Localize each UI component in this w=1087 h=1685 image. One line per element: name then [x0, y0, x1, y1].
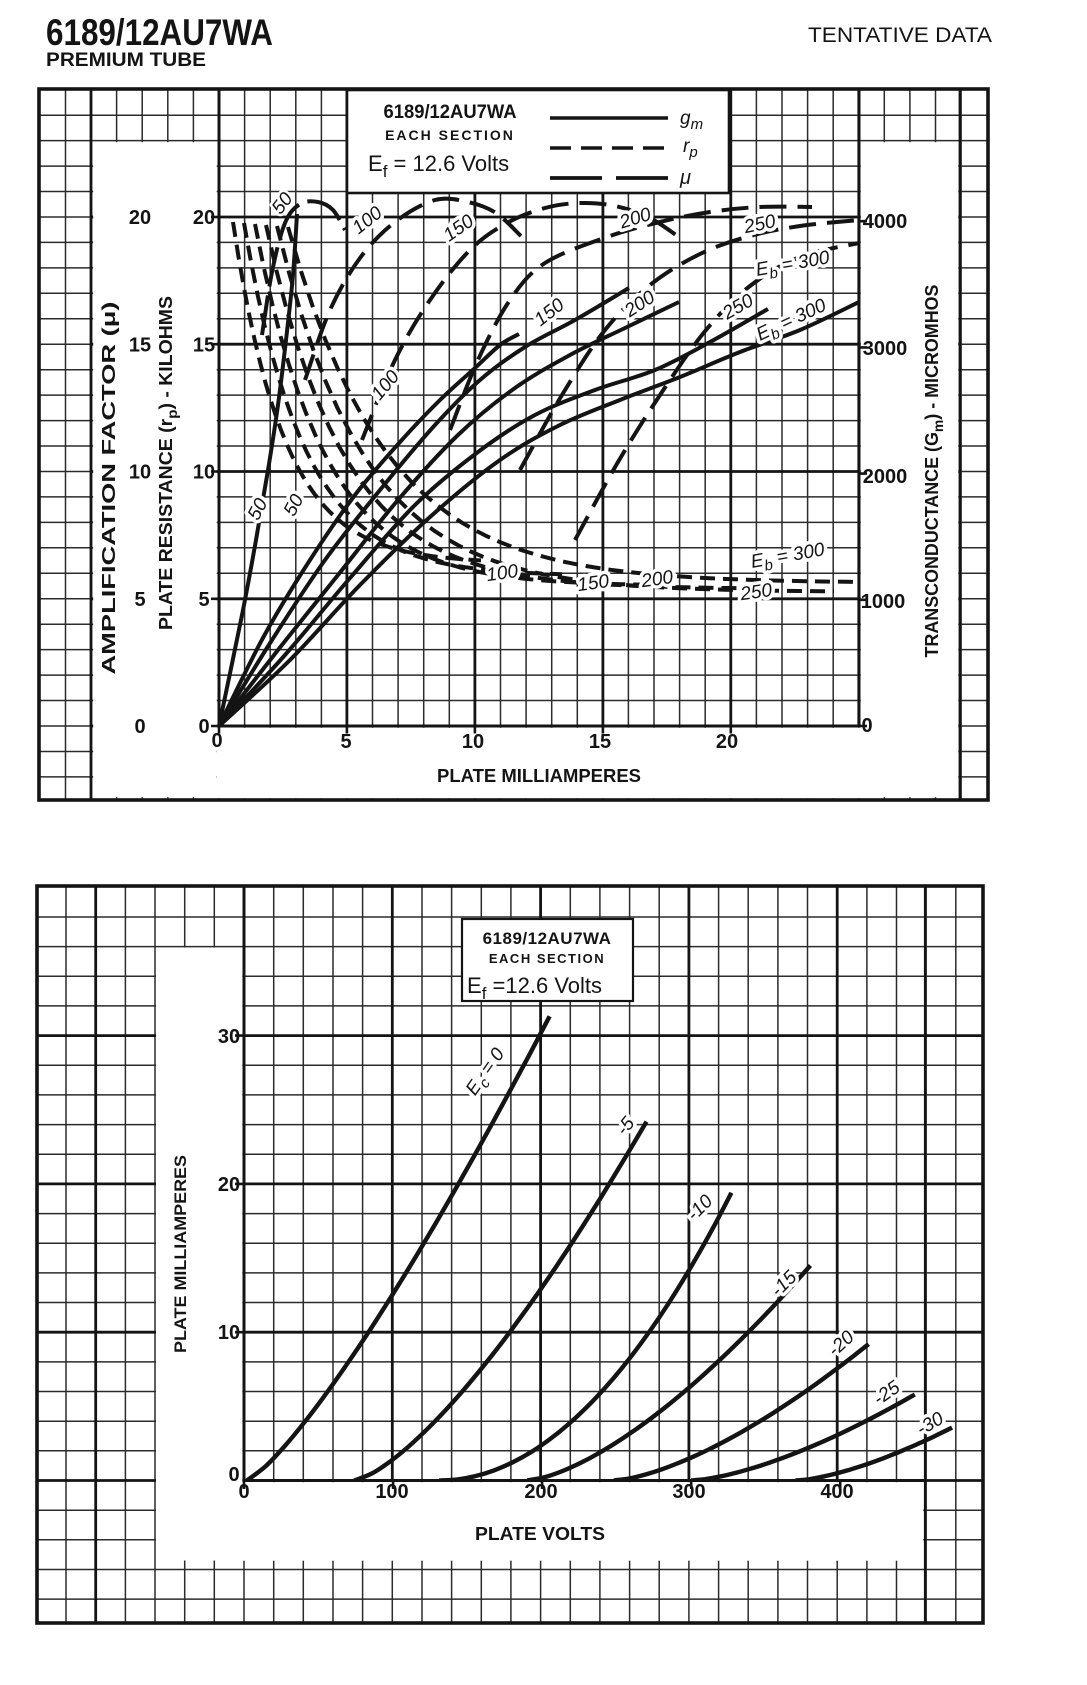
svg-text:PREMIUM TUBE: PREMIUM TUBE	[46, 50, 206, 71]
svg-text:μ: μ	[679, 167, 691, 189]
svg-text:20: 20	[716, 731, 738, 753]
svg-text:0: 0	[861, 715, 872, 737]
svg-text:Ef =12.6 Volts: Ef =12.6 Volts	[467, 973, 602, 1003]
svg-text:2000: 2000	[863, 466, 908, 488]
svg-text:PLATE MILLIAMPERES: PLATE MILLIAMPERES	[437, 766, 641, 786]
svg-text:5: 5	[134, 589, 145, 611]
svg-text:15: 15	[193, 334, 215, 356]
svg-text:0: 0	[198, 716, 209, 738]
svg-text:4000: 4000	[863, 211, 908, 233]
svg-text:15: 15	[129, 334, 151, 356]
svg-text:20: 20	[193, 207, 215, 229]
svg-text:15: 15	[589, 731, 611, 753]
svg-text:100: 100	[375, 1481, 408, 1503]
svg-text:300: 300	[672, 1481, 705, 1503]
svg-text:TENTATIVE DATA: TENTATIVE DATA	[808, 24, 992, 47]
svg-text:200: 200	[524, 1481, 557, 1503]
svg-text:10: 10	[129, 462, 151, 484]
svg-text:100: 100	[485, 561, 520, 586]
svg-text:20: 20	[129, 207, 151, 229]
svg-text:TRANSCONDUCTANCE (Gm) - MICROM: TRANSCONDUCTANCE (Gm) - MICROMHOS	[922, 285, 946, 658]
svg-text:0: 0	[228, 1464, 239, 1486]
svg-text:0: 0	[211, 730, 222, 752]
svg-text:400: 400	[820, 1481, 853, 1503]
svg-text:AMPLIFICATION FACTOR (μ): AMPLIFICATION FACTOR (μ)	[99, 302, 119, 675]
svg-text:30: 30	[218, 1026, 240, 1048]
svg-text:10: 10	[193, 462, 215, 484]
svg-text:6189/12AU7WA: 6189/12AU7WA	[46, 12, 273, 53]
svg-text:5: 5	[198, 589, 209, 611]
svg-text:6189/12AU7WA: 6189/12AU7WA	[384, 102, 517, 123]
svg-text:0: 0	[134, 716, 145, 738]
svg-text:10: 10	[462, 731, 484, 753]
svg-text:EACH SECTION: EACH SECTION	[489, 951, 605, 966]
svg-text:EACH SECTION: EACH SECTION	[385, 127, 515, 143]
svg-text:10: 10	[218, 1322, 240, 1344]
svg-text:3000: 3000	[863, 338, 908, 360]
svg-text:1000: 1000	[861, 591, 906, 613]
svg-text:PLATE MILLIAMPERES: PLATE MILLIAMPERES	[171, 1155, 190, 1353]
svg-text:5: 5	[340, 731, 351, 753]
svg-text:0: 0	[238, 1481, 249, 1503]
svg-text:6189/12AU7WA: 6189/12AU7WA	[483, 929, 612, 948]
svg-text:20: 20	[218, 1174, 240, 1196]
svg-text:150: 150	[576, 571, 611, 596]
svg-text:PLATE VOLTS: PLATE VOLTS	[475, 1524, 605, 1544]
